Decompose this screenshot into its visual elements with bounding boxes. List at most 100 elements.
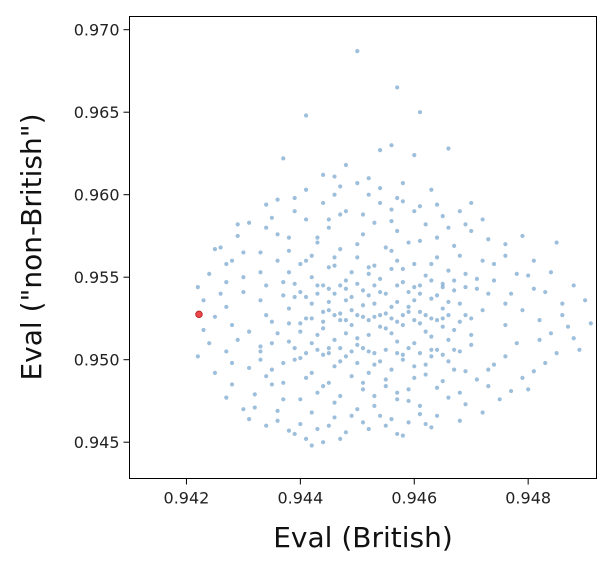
scatter-point <box>412 364 417 369</box>
scatter-point <box>548 331 554 336</box>
scatter-point <box>332 400 337 405</box>
scatter-point <box>537 318 542 323</box>
y-tick-label: 0.955 <box>74 268 120 287</box>
scatter-point <box>321 319 326 324</box>
scatter-point <box>395 299 400 305</box>
scatter-point <box>372 283 377 288</box>
scatter-point <box>366 176 371 181</box>
scatter-point <box>315 390 320 395</box>
scatter-point <box>423 421 428 427</box>
scatter-point <box>264 202 269 207</box>
scatter-point <box>446 299 451 305</box>
scatter-point <box>360 288 366 293</box>
scatter-point <box>417 283 423 288</box>
scatter-point <box>389 266 394 272</box>
scatter-point <box>269 319 274 324</box>
scatter-point <box>434 413 440 418</box>
scatter-point <box>526 273 531 278</box>
scatter-point <box>429 278 434 283</box>
scatter-point <box>366 332 371 338</box>
scatter-point <box>343 331 349 336</box>
scatter-point <box>469 342 474 347</box>
scatter-point <box>366 370 371 375</box>
scatter-point <box>395 339 400 344</box>
scatter-point <box>389 331 394 336</box>
scatter-point <box>355 360 360 366</box>
scatter-point <box>349 294 354 300</box>
scatter-point <box>434 235 440 240</box>
scatter-point <box>212 370 218 375</box>
scatter-point <box>247 417 252 422</box>
scatter-point <box>326 225 331 230</box>
scatter-point <box>321 440 326 445</box>
scatter-point <box>212 247 218 252</box>
scatter-point <box>258 270 263 275</box>
scatter-point <box>201 298 206 303</box>
scatter-point <box>298 397 303 402</box>
scatter-point <box>315 426 320 432</box>
scatter-point <box>338 184 343 189</box>
scatter-point <box>400 181 405 186</box>
scatter-point <box>537 337 542 342</box>
scatter-point <box>412 298 417 303</box>
scatter-point <box>241 407 246 412</box>
scatter-point <box>508 388 514 394</box>
scatter-point <box>326 299 331 305</box>
scatter-point <box>286 270 292 275</box>
scatter-point <box>195 354 200 359</box>
scatter-point <box>446 146 451 151</box>
scatter-point <box>440 324 445 329</box>
scatter-point <box>457 253 462 258</box>
scatter-point <box>395 390 400 395</box>
scatter-point <box>281 156 286 161</box>
scatter-point <box>292 195 297 201</box>
scatter-point <box>235 233 240 239</box>
scatter-point <box>389 304 394 309</box>
scatter-point <box>514 271 519 276</box>
scatter-point <box>372 263 377 268</box>
scatter-point <box>560 301 565 306</box>
scatter-point <box>395 397 400 402</box>
scatter-point <box>406 304 411 309</box>
scatter-point <box>440 306 445 311</box>
scatter-point <box>326 265 331 270</box>
scatter-point <box>434 347 440 352</box>
highlighted-point <box>195 310 203 319</box>
scatter-point <box>486 291 491 296</box>
scatter-point <box>241 275 246 280</box>
scatter-point <box>491 261 497 267</box>
scatter-point <box>229 360 235 366</box>
scatter-point <box>372 403 377 408</box>
scatter-point <box>355 49 360 54</box>
scatter-point <box>531 369 536 374</box>
x-tick-label: 0.942 <box>164 489 210 508</box>
scatter-point <box>275 258 280 263</box>
scatter-point <box>303 375 309 380</box>
scatter-point <box>309 275 314 280</box>
scatter-point <box>247 365 252 371</box>
scatter-point <box>349 308 354 313</box>
scatter-point <box>292 357 297 362</box>
scatter-point <box>292 431 297 437</box>
scatter-point <box>457 418 462 423</box>
scatter-point <box>298 355 303 361</box>
scatter-point <box>264 313 269 318</box>
scatter-point <box>355 336 360 341</box>
scatter-point <box>548 270 554 275</box>
scatter-point <box>543 289 548 295</box>
scatter-point <box>395 351 400 356</box>
scatter-point <box>400 266 405 272</box>
scatter-point <box>491 362 497 367</box>
scatter-point <box>457 390 462 395</box>
scatter-point <box>571 283 576 288</box>
scatter-point <box>315 347 320 352</box>
scatter-point <box>292 209 297 214</box>
scatter-point <box>360 232 366 237</box>
scatter-point <box>389 248 394 253</box>
scatter-point <box>480 258 485 263</box>
scatter-point <box>412 318 417 323</box>
scatter-point <box>326 286 331 291</box>
scatter-point <box>309 253 314 258</box>
scatter-point <box>440 214 445 219</box>
